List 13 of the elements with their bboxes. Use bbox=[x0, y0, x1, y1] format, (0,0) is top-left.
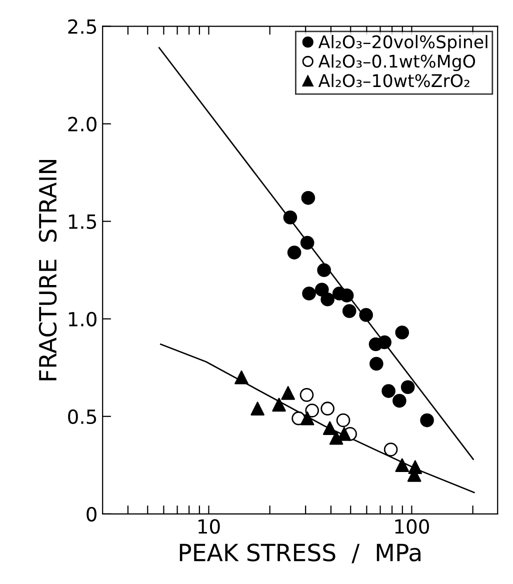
y-tick-label: 1.0 bbox=[68, 312, 96, 327]
y-tick-label: 2.0 bbox=[68, 116, 96, 132]
x-tick-label: 100 bbox=[395, 519, 429, 534]
y-axis-title: FRACTURE STRAIN bbox=[38, 160, 57, 380]
y-tick-label: 2.5 bbox=[68, 19, 96, 34]
x-axis-title: PEAK STRESS / MPa bbox=[180, 544, 420, 564]
y-tick-label: 1.5 bbox=[68, 214, 96, 229]
legend-label: Al₂O₃–10wt%ZrO₂ bbox=[318, 74, 470, 88]
legend-label: Al₂O₃–20vol%Spinel bbox=[318, 34, 488, 52]
x-tick-label: 10 bbox=[198, 519, 220, 534]
y-tick-label: 0.5 bbox=[68, 409, 96, 424]
legend-label: Al₂O₃–0.1wt%MgO bbox=[318, 54, 476, 72]
y-tick-label: 0 bbox=[86, 506, 96, 522]
